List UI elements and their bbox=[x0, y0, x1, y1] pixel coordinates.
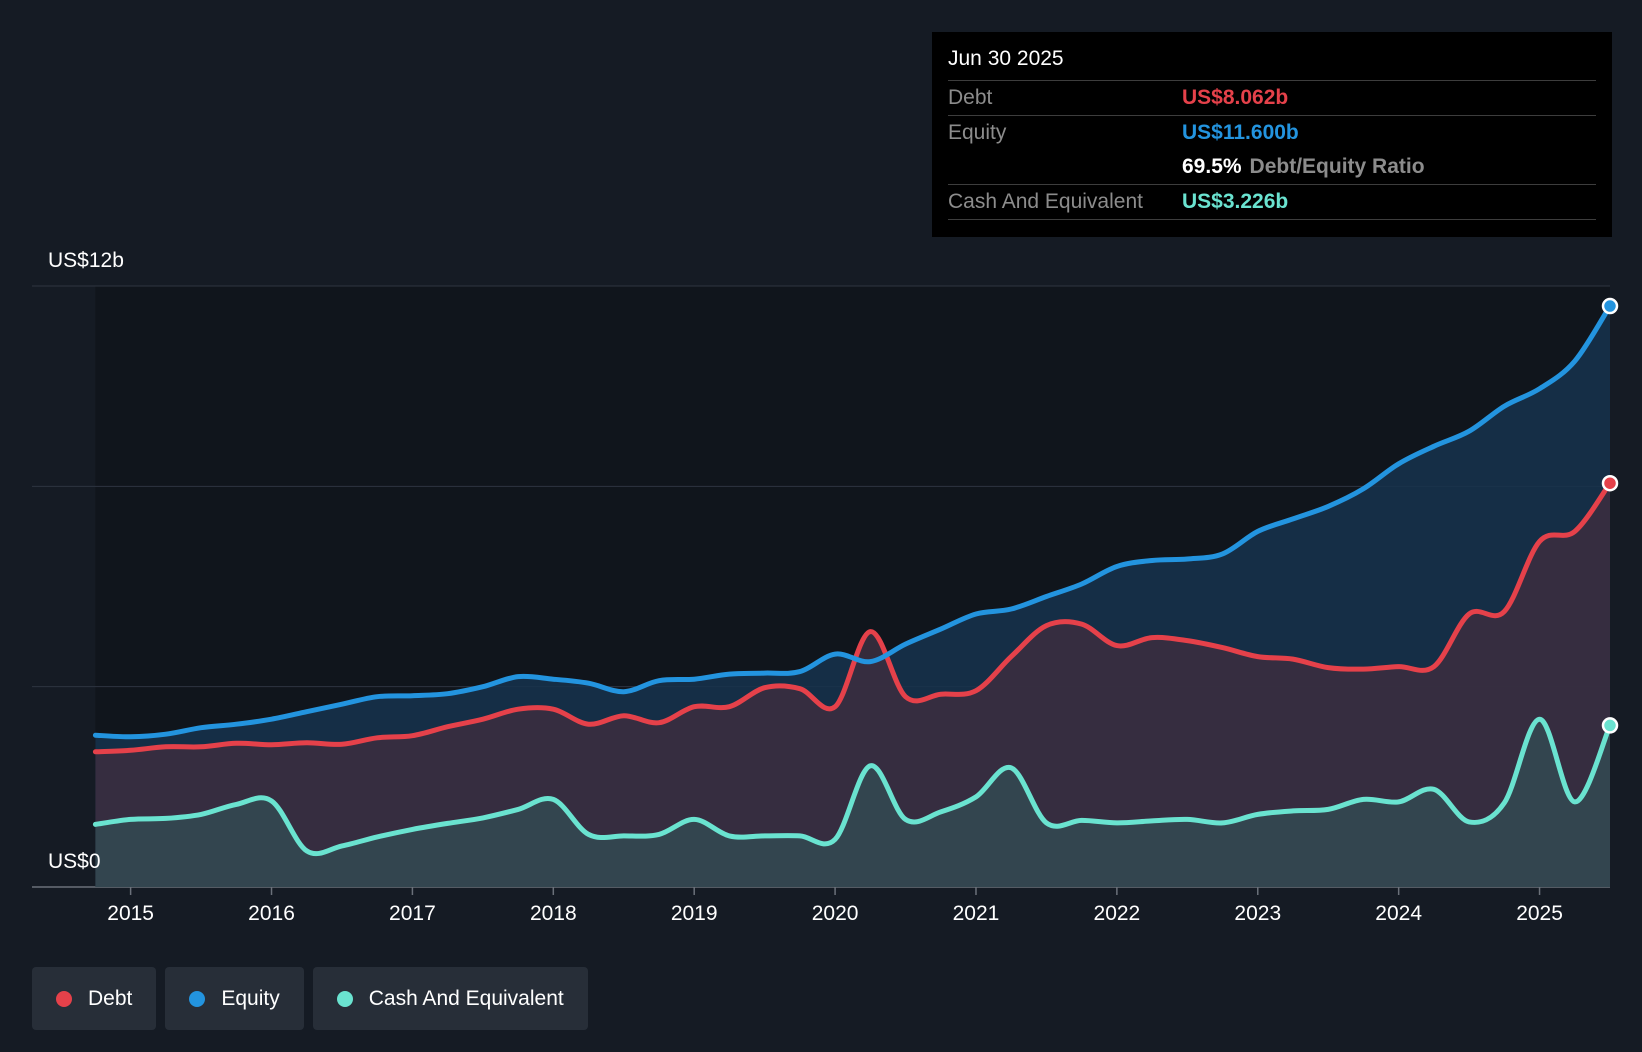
tooltip-ratio-row: 69.5% Debt/Equity Ratio bbox=[948, 150, 1596, 184]
legend-item-debt[interactable]: Debt bbox=[32, 967, 157, 1030]
tooltip-ratio-value: 69.5% bbox=[1182, 155, 1242, 178]
equity-endpoint[interactable] bbox=[1601, 297, 1619, 315]
tooltip-equity-label: Equity bbox=[948, 121, 1007, 144]
cash-line bbox=[92, 716, 1613, 857]
x-tick-label-2023: 2023 bbox=[1234, 902, 1281, 925]
tooltip-debt-row: Debt US$8.062b bbox=[948, 80, 1596, 115]
legend-item-cash[interactable]: Cash And Equivalent bbox=[312, 967, 588, 1030]
data-tooltip: Jun 30 2025 Debt US$8.062b Equity US$11.… bbox=[932, 32, 1612, 237]
x-tick-label-2018: 2018 bbox=[530, 902, 577, 925]
x-tick-label-2017: 2017 bbox=[389, 902, 436, 925]
legend-label-cash: Cash And Equivalent bbox=[368, 986, 564, 1010]
tooltip-equity-value: US$11.600b bbox=[1182, 121, 1299, 144]
x-tick-label-2024: 2024 bbox=[1375, 902, 1422, 925]
x-tick-label-2016: 2016 bbox=[248, 902, 295, 925]
y-axis-top-label: US$12b bbox=[48, 249, 124, 272]
tooltip-cash-value: US$3.226b bbox=[1182, 190, 1289, 213]
equity-line bbox=[92, 303, 1613, 740]
legend-item-equity[interactable]: Equity bbox=[165, 967, 304, 1030]
tooltip-debt-label: Debt bbox=[948, 86, 993, 109]
debt-endpoint[interactable] bbox=[1601, 474, 1619, 492]
tooltip-debt-value: US$8.062b bbox=[1182, 86, 1289, 109]
x-tick-label-2015: 2015 bbox=[107, 902, 154, 925]
tooltip-ratio-label: Debt/Equity Ratio bbox=[1249, 155, 1425, 178]
cash-endpoint[interactable] bbox=[1601, 717, 1619, 734]
x-tick-label-2020: 2020 bbox=[812, 902, 859, 925]
chart-legend: Debt Equity Cash And Equivalent bbox=[32, 967, 588, 1030]
legend-dot-debt bbox=[56, 990, 72, 1007]
series-endpoints bbox=[1601, 297, 1619, 734]
x-tick-label-2021: 2021 bbox=[953, 902, 1000, 925]
x-tick-label-2025: 2025 bbox=[1516, 902, 1563, 925]
debt-line bbox=[92, 480, 1613, 755]
tooltip-cash-label: Cash And Equivalent bbox=[948, 190, 1143, 213]
legend-label-equity: Equity bbox=[221, 986, 280, 1010]
tooltip-date: Jun 30 2025 bbox=[948, 47, 1064, 70]
series-lines bbox=[92, 303, 1613, 857]
y-axis-bottom-label: US$0 bbox=[48, 850, 101, 873]
debt-area bbox=[95, 483, 1610, 887]
legend-dot-equity bbox=[189, 990, 206, 1007]
legend-label-debt: Debt bbox=[88, 986, 133, 1010]
x-axis-ticks: 2015 2016 2017 2018 2019 2020 2021 2022 2023 2024… bbox=[107, 887, 1563, 925]
x-tick-label-2019: 2019 bbox=[671, 902, 718, 925]
tooltip-equity-row: Equity US$11.600b bbox=[948, 115, 1596, 150]
x-tick-label-2022: 2022 bbox=[1094, 902, 1141, 925]
tooltip-cash-row: Cash And Equivalent US$3.226b bbox=[948, 184, 1596, 220]
legend-dot-cash bbox=[336, 990, 353, 1007]
